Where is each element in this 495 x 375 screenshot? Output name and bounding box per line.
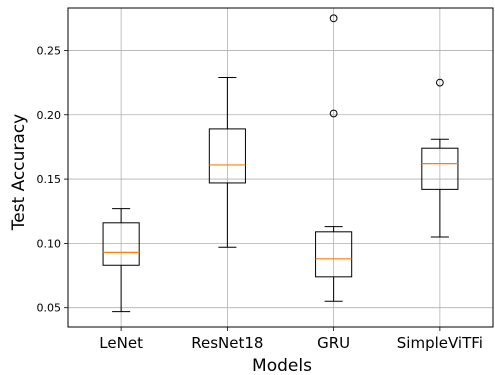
iqr-box — [102, 222, 140, 266]
x-tick-label: ResNet18 — [191, 334, 263, 352]
box-lenet — [102, 208, 140, 313]
box-resnet18 — [208, 76, 246, 248]
iqr-box — [315, 231, 353, 278]
x-axis-label: Models — [252, 356, 312, 375]
plot-area-frame — [67, 7, 494, 328]
x-tick-label: GRU — [317, 334, 350, 352]
y-tick-label: 0.15 — [37, 173, 62, 186]
x-tick-label: SimpleViTFi — [397, 334, 483, 352]
iqr-box — [208, 128, 246, 184]
outlier-point — [329, 14, 338, 23]
y-axis-ticks: 0.05 0.10 0.15 0.20 0.25 — [37, 44, 68, 315]
y-tick-label: 0.05 — [37, 302, 62, 315]
x-axis-ticks: LeNet ResNet18 GRU SimpleViTFi — [99, 327, 483, 352]
y-axis-label: Test Accuracy — [9, 114, 29, 232]
box-simplevitfi — [421, 78, 459, 238]
y-tick-label: 0.10 — [37, 237, 62, 250]
x-tick-label: LeNet — [99, 334, 143, 352]
y-tick-label: 0.25 — [37, 44, 62, 57]
outlier-point — [435, 78, 444, 87]
box-gru — [315, 14, 353, 302]
box-plot-series — [102, 14, 459, 313]
outlier-point — [329, 109, 338, 118]
y-tick-label: 0.20 — [37, 109, 62, 122]
grid-lines — [68, 8, 493, 327]
iqr-box — [421, 147, 459, 190]
